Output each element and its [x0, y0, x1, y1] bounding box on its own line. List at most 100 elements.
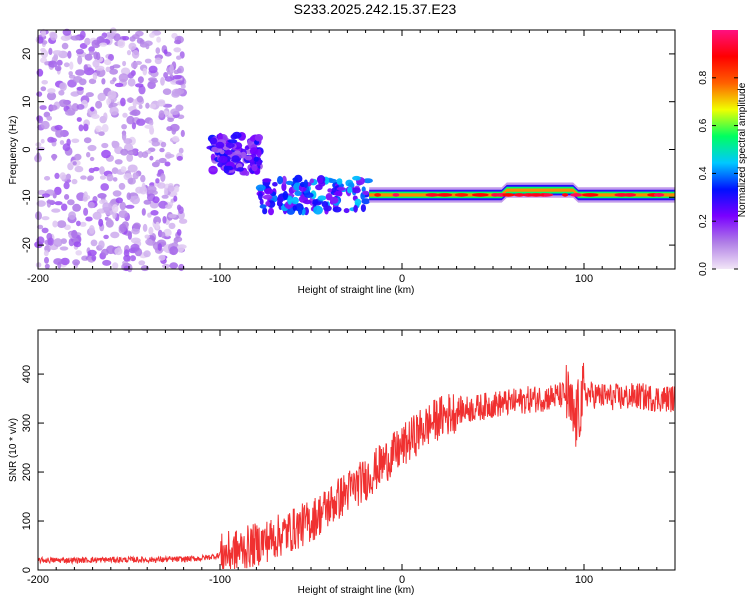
- spectrogram-cell: [231, 155, 240, 163]
- spectrogram-cell: [55, 129, 64, 138]
- spectrogram-cell: [71, 103, 80, 112]
- spectrogram-cell: [225, 142, 235, 148]
- y-tick-label: 200: [21, 463, 33, 481]
- spectrogram-cell: [287, 196, 293, 205]
- spectrogram-cell: [153, 216, 162, 225]
- spectrogram-cell: [272, 182, 278, 187]
- spectrogram-cell: [59, 172, 66, 180]
- spectrogram-cell: [155, 178, 160, 184]
- spectrogram-cell: [92, 72, 98, 80]
- spectrogram-cell: [71, 138, 80, 144]
- spectrogram-cell: [103, 234, 109, 240]
- spectrogram-cell: [75, 69, 85, 76]
- spectrogram-cell: [131, 227, 140, 235]
- spectrogram-cell: [164, 161, 171, 167]
- spectrogram-cell: [347, 186, 353, 194]
- spectrogram-cell: [72, 161, 77, 166]
- spectrogram-cell: [126, 50, 132, 56]
- spectrogram-cell: [60, 203, 68, 211]
- spectrogram-cell: [180, 84, 186, 89]
- spectrogram-cell: [109, 68, 118, 75]
- spectrogram-cell: [132, 222, 141, 230]
- spectrogram-cell: [41, 216, 50, 221]
- spectrogram-cell: [50, 31, 58, 41]
- snr-background: [38, 330, 675, 570]
- spectrogram-cell: [76, 220, 81, 227]
- chart-title: S233.2025.242.15.37.E23: [294, 1, 457, 17]
- spectrogram-cell: [54, 65, 62, 72]
- spectrogram-cell: [35, 262, 42, 268]
- spectrogram-cell: [112, 190, 122, 197]
- spectrogram-cell: [93, 51, 99, 60]
- spectrogram-cell: [140, 265, 149, 272]
- spectrogram-cell: [86, 151, 91, 158]
- spectrogram-cell: [103, 112, 108, 121]
- spectrogram-cell: [98, 240, 105, 249]
- spectrogram-cell: [131, 122, 136, 130]
- spectrogram-cell: [119, 201, 127, 211]
- snr-panel: -200 -100 0 100 0 100 200 300 400 Height of stra…: [8, 329, 676, 596]
- spectrogram-cell: [76, 117, 82, 122]
- spectrogram-cell: [127, 177, 136, 185]
- spectrogram-marks: [34, 27, 675, 273]
- spectrogram-cell: [109, 102, 118, 108]
- x-tick-label: -200: [27, 273, 49, 285]
- spectrogram-cell: [155, 221, 160, 230]
- spectrogram-cell: [59, 82, 66, 90]
- spectrogram-cell: [80, 175, 87, 180]
- spectrogram-cell: [259, 204, 267, 209]
- spectrogram-cell: [244, 145, 250, 151]
- spectrogram-cell: [112, 77, 117, 82]
- spectrogram-cell: [104, 59, 112, 66]
- spectrogram-cell: [165, 204, 172, 210]
- spectrogram-cell: [176, 229, 182, 236]
- spectrogram-cell: [95, 125, 103, 133]
- spectrogram-peak: [513, 193, 525, 197]
- spectrogram-cell: [48, 47, 53, 56]
- spectrogram-cell: [304, 192, 314, 198]
- spectrogram-cell: [44, 256, 49, 264]
- spectrogram-cell: [258, 191, 263, 201]
- spectrogram-cell: [54, 124, 63, 131]
- spectrogram-cell: [102, 259, 112, 266]
- spectrogram-cell: [127, 78, 136, 87]
- spectrogram-cell: [118, 73, 129, 82]
- spectrogram-cell: [277, 196, 284, 203]
- spectrogram-cell: [253, 156, 259, 162]
- spectrogram-cell: [107, 90, 117, 100]
- spectrogram-cell: [64, 194, 70, 200]
- spectrogram-cell: [281, 182, 287, 192]
- spectrogram-cell: [91, 39, 101, 49]
- spectrogram-cell: [62, 143, 71, 152]
- spectrogram-cell: [218, 155, 228, 163]
- spectrogram-cell: [232, 131, 242, 139]
- spectrogram-cell: [145, 43, 150, 50]
- colorbar-tick-label: 0.2: [698, 214, 709, 228]
- spectrogram-cell: [249, 147, 259, 155]
- spectrogram-cell: [90, 106, 95, 112]
- spectrogram-cell: [41, 28, 46, 37]
- spectrogram-cell: [76, 86, 84, 91]
- spectrogram-cell: [99, 166, 105, 175]
- spectrogram-cell: [87, 249, 97, 256]
- spectrogram-cell: [172, 135, 180, 142]
- spectrogram-cell: [101, 149, 111, 159]
- spectrogram-cell: [101, 78, 106, 85]
- spectrogram-cell: [169, 246, 179, 256]
- spectrogram-cell: [87, 144, 97, 152]
- spectrogram-cell: [105, 31, 116, 37]
- spectrogram-cell: [122, 60, 127, 67]
- spectrogram-cell: [362, 190, 370, 195]
- spectrogram-cell: [53, 238, 63, 247]
- spectrogram-cell: [141, 208, 146, 216]
- spectrogram-cell: [162, 263, 170, 269]
- spectrogram-cell: [174, 39, 182, 45]
- spectrogram-cell: [262, 178, 272, 183]
- colorbar-tick-label: 0.4: [698, 166, 709, 180]
- x-tick-label: -100: [209, 273, 231, 285]
- spectrogram-cell: [74, 165, 84, 173]
- spectrogram-cell: [215, 141, 225, 149]
- spectrogram-cell: [65, 110, 75, 116]
- y-tick-label: 400: [21, 365, 33, 383]
- spectrogram-cell: [171, 127, 177, 135]
